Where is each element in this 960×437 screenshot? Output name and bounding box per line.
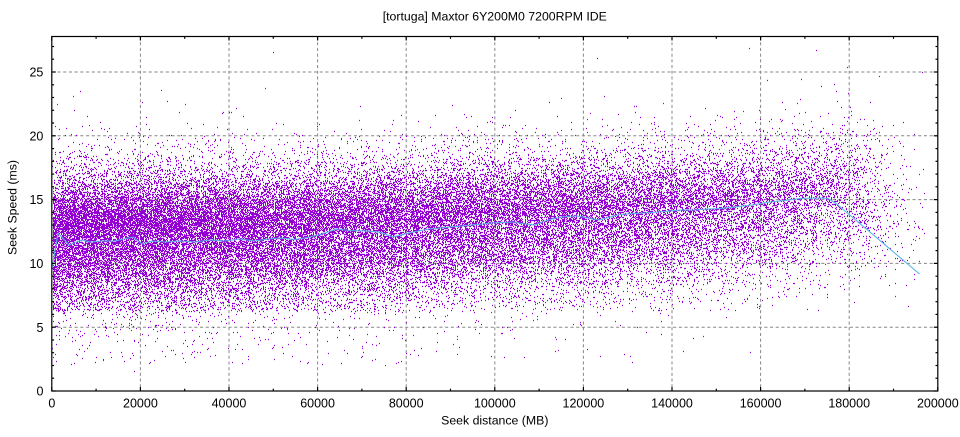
- svg-text:200000: 200000: [917, 397, 959, 411]
- svg-text:20000: 20000: [123, 397, 158, 411]
- svg-text:0: 0: [48, 397, 55, 411]
- svg-text:15: 15: [29, 193, 43, 207]
- svg-text:100000: 100000: [474, 397, 516, 411]
- svg-text:5: 5: [36, 321, 43, 335]
- svg-text:25: 25: [29, 66, 43, 80]
- svg-text:60000: 60000: [300, 397, 335, 411]
- svg-text:20: 20: [29, 129, 43, 143]
- svg-text:Seek Speed (ms): Seek Speed (ms): [6, 160, 20, 255]
- svg-text:40000: 40000: [212, 397, 247, 411]
- svg-text:10: 10: [29, 257, 43, 271]
- svg-text:160000: 160000: [740, 397, 782, 411]
- svg-text:120000: 120000: [563, 397, 605, 411]
- svg-text:Seek distance (MB): Seek distance (MB): [441, 414, 548, 428]
- svg-text:140000: 140000: [651, 397, 693, 411]
- svg-text:180000: 180000: [828, 397, 870, 411]
- svg-text:0: 0: [36, 385, 43, 399]
- svg-text:80000: 80000: [389, 397, 424, 411]
- svg-text:[tortuga] Maxtor 6Y200M0 7200R: [tortuga] Maxtor 6Y200M0 7200RPM IDE: [383, 9, 607, 23]
